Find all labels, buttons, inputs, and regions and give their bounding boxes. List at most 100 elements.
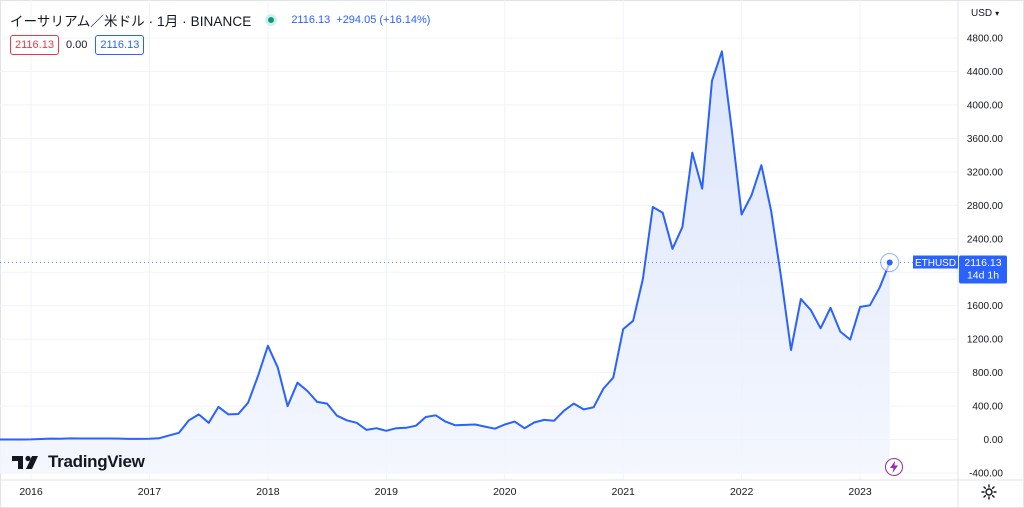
data-point (316, 401, 318, 403)
y-tick-label: 4000.00 (967, 100, 1004, 111)
data-point (405, 427, 407, 429)
data-point (365, 429, 367, 431)
data-point (79, 437, 81, 439)
currency-label: USD (971, 8, 993, 19)
last-price: 2116.13 (291, 14, 331, 26)
x-tick-label: 2022 (730, 486, 754, 498)
data-point (217, 406, 219, 408)
data-point (198, 413, 200, 415)
currency-selector[interactable]: USD ▾ (971, 8, 999, 19)
data-point (395, 427, 397, 429)
data-point (829, 307, 831, 309)
y-tick-label: 400.00 (972, 402, 1003, 413)
data-point (40, 438, 42, 440)
x-tick-label: 2020 (493, 486, 517, 498)
data-point (444, 420, 446, 422)
market-status-icon[interactable] (265, 14, 278, 26)
legend-header: イーサリアム／米ドル · 1月 · BINANCE 2116.13 +294.0… (10, 10, 430, 30)
data-point (800, 298, 802, 300)
tv-logo-icon (12, 455, 38, 469)
data-point (454, 424, 456, 426)
data-point (326, 402, 328, 404)
buy-price-button[interactable]: 2116.13 (95, 35, 145, 55)
data-point (267, 345, 269, 347)
tradingview-logo[interactable]: TradingView (12, 452, 145, 472)
data-point (543, 419, 545, 421)
data-point (484, 425, 486, 427)
data-point (691, 151, 693, 153)
data-point (652, 206, 654, 208)
data-point (553, 420, 555, 422)
data-point (0, 438, 2, 440)
y-tick-label: 0.00 (984, 435, 1004, 446)
data-point (474, 423, 476, 425)
data-point (435, 414, 437, 416)
price-tag-value: 2116.13 (964, 257, 1001, 269)
data-point (563, 410, 565, 412)
data-point (415, 425, 417, 427)
symbol-title[interactable]: イーサリアム／米ドル · 1月 · BINANCE (10, 14, 252, 29)
data-point (662, 212, 664, 214)
data-point (602, 387, 604, 389)
x-axis[interactable]: 2016 2017 2018 2019 2020 2021 2022 2023 (19, 486, 872, 498)
data-point (849, 338, 851, 340)
spread-value: 0.00 (65, 39, 88, 51)
data-point (158, 437, 160, 439)
data-point (69, 437, 71, 439)
y-tick-label: 800.00 (972, 368, 1003, 379)
y-tick-label: 3600.00 (967, 134, 1004, 145)
data-point (10, 438, 12, 440)
data-point (188, 419, 190, 421)
data-point (464, 424, 466, 426)
data-point (671, 248, 673, 250)
x-tick-label: 2023 (848, 486, 872, 498)
data-point (780, 276, 782, 278)
y-tick-label: 2800.00 (967, 201, 1004, 212)
data-point (523, 427, 525, 429)
brand-name: TradingView (48, 452, 145, 471)
data-point (760, 164, 762, 166)
data-point (277, 366, 279, 368)
price-label: ETHUSD 2116.13 14d 1h (913, 255, 1007, 284)
data-point (375, 427, 377, 429)
data-point (573, 402, 575, 404)
data-point (336, 415, 338, 417)
price-area (0, 51, 890, 474)
x-tick-label: 2021 (612, 486, 636, 498)
y-tick-label: 1600.00 (967, 301, 1004, 312)
x-tick-label: 2018 (256, 486, 280, 498)
data-point (711, 80, 713, 82)
data-point (178, 432, 180, 434)
sell-price-button[interactable]: 2116.13 (10, 35, 59, 55)
data-point (30, 438, 32, 440)
y-tick-label: 4400.00 (967, 67, 1004, 78)
lightning-icon[interactable] (885, 458, 903, 476)
data-point (138, 438, 140, 440)
data-point (356, 422, 358, 424)
x-tick-label: 2016 (19, 486, 43, 498)
data-point (208, 422, 210, 424)
data-point (681, 226, 683, 228)
data-point (592, 406, 594, 408)
data-point (701, 187, 703, 189)
y-tick-label: 3200.00 (967, 167, 1004, 178)
data-point (583, 408, 585, 410)
data-point (385, 430, 387, 432)
gear-icon[interactable] (980, 483, 998, 501)
price-tag-countdown: 14d 1h (967, 270, 999, 282)
data-point (533, 421, 535, 423)
y-tick-label: -400.00 (969, 469, 1003, 480)
symbol-label-bg (913, 255, 958, 269)
chevron-down-icon: ▾ (995, 9, 1000, 18)
x-tick-label: 2019 (375, 486, 399, 498)
data-point (731, 129, 733, 131)
y-axis[interactable]: 4800.00 4400.00 4000.00 3600.00 3200.00 2800.… (967, 34, 1004, 480)
y-tick-label: 4800.00 (967, 34, 1004, 45)
price-line (0, 50, 891, 441)
data-point (879, 286, 881, 288)
data-point (869, 304, 871, 306)
data-point (346, 419, 348, 421)
data-point (425, 416, 427, 418)
data-point (286, 405, 288, 407)
